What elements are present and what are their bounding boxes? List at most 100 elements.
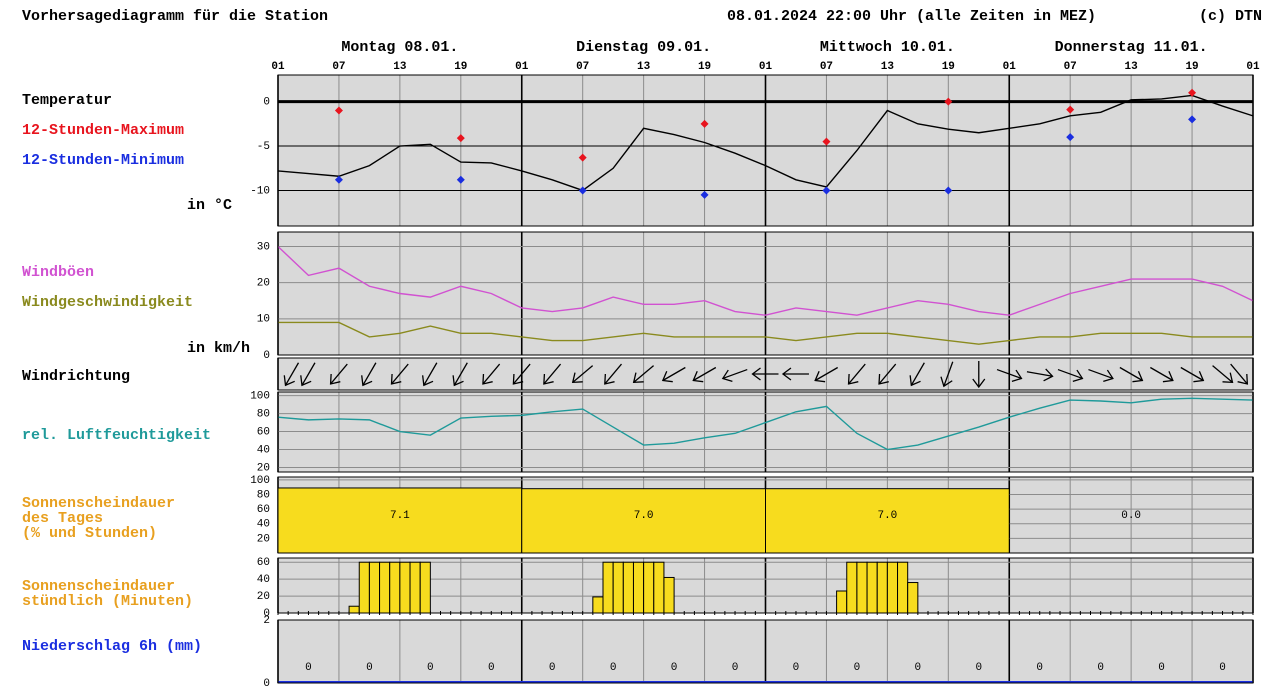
wind-arrow — [390, 363, 409, 385]
y-tick-label: 40 — [257, 444, 270, 456]
extreme-point — [1066, 105, 1075, 114]
arrow-shaft — [423, 362, 438, 386]
value-label: 0 — [610, 662, 617, 674]
wind-arrow — [361, 362, 377, 387]
arrow-head — [300, 375, 312, 387]
arrow-shaft — [543, 363, 562, 385]
arrow-shaft — [692, 366, 717, 382]
panel-border — [277, 391, 1254, 473]
direction-label: Windrichtung — [22, 368, 130, 385]
unit-label: in °C — [187, 197, 232, 214]
arrow-shaft — [943, 361, 954, 387]
sun-day-label: des Tages — [22, 510, 103, 527]
arrow-shaft — [1230, 363, 1248, 385]
copyright: (c) DTN — [1199, 8, 1262, 25]
wind-arrow — [1230, 363, 1249, 385]
bar-label: 0.0 — [1121, 510, 1141, 522]
y-tick-label: 100 — [250, 391, 270, 403]
y-tick-label: 40 — [257, 519, 270, 531]
arrow-shaft — [301, 362, 316, 386]
hour-label: 01 — [1003, 61, 1017, 73]
bar — [886, 561, 899, 614]
panel-border — [277, 476, 1254, 554]
wind-arrow — [604, 363, 623, 385]
wind-arrow — [909, 362, 925, 387]
hour-label: 19 — [942, 61, 955, 73]
wind-arrow — [1119, 366, 1144, 383]
y-tick-label: -10 — [250, 185, 270, 197]
sun-hour-label: stündlich (Minuten) — [22, 593, 193, 610]
value-label: 0 — [1097, 662, 1104, 674]
y-tick-label: 0 — [263, 350, 270, 362]
bar — [622, 561, 634, 614]
bar — [419, 561, 431, 614]
arrow-shaft — [722, 368, 748, 380]
arrow-shaft — [1150, 366, 1174, 382]
day-label: Montag 08.01. — [341, 39, 458, 56]
wind-arrow — [1026, 368, 1054, 382]
unit-label: in km/h — [187, 340, 250, 357]
precip-label: Niederschlag 6h (mm) — [22, 638, 202, 655]
arrow-head — [361, 375, 373, 387]
wind-arrow — [1088, 368, 1114, 382]
hour-label: 07 — [332, 61, 345, 73]
arrow-head — [1072, 369, 1084, 382]
min-label: 12-Stunden-Minimum — [22, 152, 184, 169]
wind-arrow — [329, 363, 348, 385]
wind-arrow — [452, 362, 468, 387]
value-label: 0 — [366, 662, 373, 674]
bar — [632, 561, 645, 614]
wind-arrow — [571, 365, 594, 384]
sun-hour-label: Sonnenscheindauer — [22, 578, 175, 595]
value-label: 0 — [427, 662, 434, 674]
arrow-shaft — [878, 363, 897, 385]
y-tick-label: 100 — [250, 475, 270, 487]
extreme-point — [456, 134, 465, 143]
arrow-head — [1193, 371, 1205, 383]
wind-arrow — [692, 366, 717, 383]
wind-arrow — [940, 361, 954, 388]
series-line — [277, 94, 1254, 192]
y-tick-label: 0 — [263, 608, 270, 620]
extreme-point — [456, 175, 465, 184]
panel-border — [277, 231, 1254, 356]
hour-label: 13 — [1125, 61, 1139, 73]
bar-label: 7.0 — [634, 510, 654, 522]
arrow-head — [847, 373, 859, 385]
panel-border — [277, 619, 1254, 684]
wind-arrow — [847, 363, 866, 385]
wind-arrow — [781, 367, 809, 381]
wind-arrow — [300, 362, 316, 387]
arrow-shaft — [362, 362, 377, 386]
bar — [521, 488, 766, 554]
arrow-shaft — [1088, 368, 1114, 380]
value-label: 0 — [305, 662, 312, 674]
value-label: 0 — [488, 662, 495, 674]
arrow-head — [1222, 372, 1234, 384]
temp-label: Temperatur — [22, 92, 112, 109]
wind-label: Windgeschwindigkeit — [22, 294, 193, 311]
extreme-point — [822, 137, 831, 146]
arrow-head — [909, 375, 921, 387]
y-tick-label: 40 — [257, 574, 270, 586]
y-tick-label: 60 — [257, 557, 270, 569]
extreme-point — [700, 190, 709, 199]
arrow-shaft — [633, 365, 655, 383]
arrow-shaft — [453, 362, 468, 386]
y-tick-label: 30 — [257, 241, 270, 253]
arrow-head — [512, 373, 524, 385]
bar — [653, 561, 665, 614]
arrow-shaft — [996, 368, 1022, 380]
arrow-head — [1237, 373, 1249, 385]
y-tick-label: -5 — [257, 141, 270, 153]
arrow-head — [482, 373, 493, 385]
wind-arrow — [996, 368, 1023, 382]
wind-arrow — [1180, 366, 1205, 383]
arrow-shaft — [284, 362, 300, 386]
day-label: Donnerstag 11.01. — [1055, 39, 1208, 56]
extreme-point — [1066, 133, 1075, 142]
wind-arrow — [482, 363, 501, 385]
value-label: 0 — [793, 662, 800, 674]
arrow-head — [390, 373, 402, 385]
series-line — [277, 397, 1254, 451]
